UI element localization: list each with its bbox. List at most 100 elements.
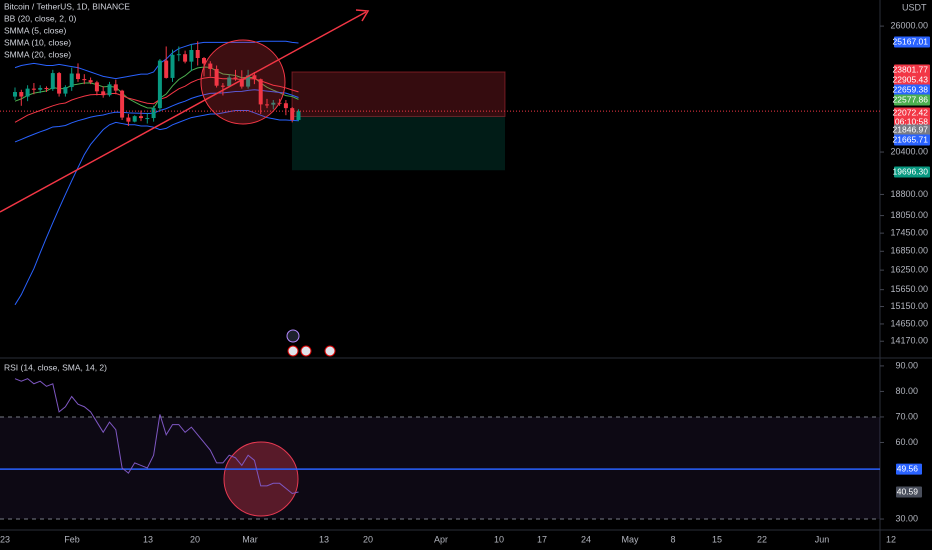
x-tick-label: Jun xyxy=(815,534,830,544)
price-tag xyxy=(894,166,930,178)
candle-body xyxy=(120,90,125,118)
y-tick-label: 14170.00 xyxy=(890,336,928,346)
x-tick-label: 22 xyxy=(757,534,767,544)
x-tick-label: 23 xyxy=(0,534,10,544)
candle-body xyxy=(94,82,99,92)
y-tick-label: 26000.00 xyxy=(890,20,928,30)
candle-body xyxy=(164,60,169,78)
event-icon[interactable] xyxy=(286,329,300,343)
y-tick-label: 60.00 xyxy=(895,437,918,447)
legend-title: Bitcoin / TetherUS, 1D, BINANCE xyxy=(4,1,130,11)
price-tag-label: 19696.30 xyxy=(893,166,929,176)
price-tag-label: 22577.86 xyxy=(893,94,929,104)
indicator-line xyxy=(14,76,299,123)
target-zone xyxy=(292,116,505,171)
candle-body xyxy=(265,104,269,106)
stop-zone xyxy=(291,71,506,117)
candle-body xyxy=(202,58,206,64)
y-tick-label: 16850.00 xyxy=(890,246,928,256)
candle-body xyxy=(183,54,188,62)
x-tick-label: 13 xyxy=(143,534,153,544)
candle-body xyxy=(176,54,181,56)
price-tag-label: 22905.43 xyxy=(893,74,929,84)
candle-body xyxy=(139,116,143,119)
candle-body xyxy=(296,111,301,120)
candle-body xyxy=(126,117,131,122)
candle-body xyxy=(290,108,295,120)
y-tick-label: 17450.00 xyxy=(890,228,928,238)
candle-body xyxy=(246,75,251,87)
event-icon[interactable] xyxy=(287,345,299,357)
candle-body xyxy=(151,108,156,119)
candle-body xyxy=(13,92,17,97)
legend-entry: BB (20, close, 2, 0) xyxy=(4,13,76,23)
y-tick-label: 20400.00 xyxy=(890,146,928,156)
candle-body xyxy=(170,54,175,78)
candle-body xyxy=(113,84,118,91)
x-tick-label: Feb xyxy=(64,534,80,544)
price-tag xyxy=(894,124,930,136)
x-tick-label: 20 xyxy=(190,534,200,544)
y-tick-label: 16250.00 xyxy=(890,265,928,275)
price-tag xyxy=(894,74,930,86)
candle-body xyxy=(258,79,263,105)
y-tick-label: 18800.00 xyxy=(890,189,928,199)
legend-entry: SMMA (5, close) xyxy=(4,25,67,35)
price-tag-label: 21665.71 xyxy=(893,134,929,144)
candle-body xyxy=(25,88,30,97)
y-tick-label: 15650.00 xyxy=(890,284,928,294)
indicator-line xyxy=(14,109,299,306)
plot xyxy=(13,40,506,306)
candle-body xyxy=(44,87,49,90)
indicator-line xyxy=(14,66,299,109)
rsi-legend: RSI (14, close, SMA, 14, 2) xyxy=(4,362,107,372)
event-icon[interactable] xyxy=(324,345,336,357)
event-icon[interactable] xyxy=(300,345,312,357)
candle-body xyxy=(208,63,213,69)
candle-body xyxy=(157,60,162,109)
indicator-line xyxy=(14,40,299,80)
candle-body xyxy=(271,102,276,105)
candle-body xyxy=(145,118,150,120)
y-tick-label: 14650.00 xyxy=(890,318,928,328)
x-tick-label: 8 xyxy=(670,534,675,544)
highlight-circle xyxy=(223,441,299,517)
candle-body xyxy=(50,73,55,90)
candle-body xyxy=(19,92,24,97)
y-tick-label: 15150.00 xyxy=(890,301,928,311)
candle-body xyxy=(239,78,244,87)
candle-body xyxy=(195,49,200,59)
price-tag xyxy=(894,36,930,48)
trend-arrow xyxy=(355,9,370,22)
candle-body xyxy=(38,87,43,90)
y-tick-label: 30.00 xyxy=(895,513,918,523)
price-tag xyxy=(894,107,930,128)
candle-body xyxy=(101,91,106,96)
y-tick-label: 70.00 xyxy=(895,411,918,421)
x-tick-label: Mar xyxy=(242,534,258,544)
candle-body xyxy=(88,80,93,83)
price-tag-label: 22659.38 xyxy=(893,84,929,94)
price-tag-label: 25167.01 xyxy=(893,36,929,46)
candle-body xyxy=(107,84,112,96)
candle-body xyxy=(252,75,257,80)
candle-body xyxy=(227,77,232,87)
price-tag-label: 22072.42 xyxy=(893,107,929,117)
legend-entry: SMMA (10, close) xyxy=(4,37,71,47)
unit-label: USDT xyxy=(902,2,927,12)
rsi-line xyxy=(14,378,299,495)
candle-body xyxy=(233,77,238,79)
price-tag xyxy=(894,64,930,76)
legend-entry: SMMA (20, close) xyxy=(4,49,71,59)
highlight-circle xyxy=(200,39,286,125)
candle-body xyxy=(82,79,87,81)
y-tick-label: 18050.00 xyxy=(890,210,928,220)
rsi-tag xyxy=(896,486,922,498)
candle-body xyxy=(283,103,288,109)
price-tag-label: 23801.77 xyxy=(893,64,929,74)
indicator-line xyxy=(14,89,299,143)
x-tick-label: 24 xyxy=(581,534,591,544)
y-tick-label: 80.00 xyxy=(895,386,918,396)
price-tag xyxy=(894,84,930,96)
